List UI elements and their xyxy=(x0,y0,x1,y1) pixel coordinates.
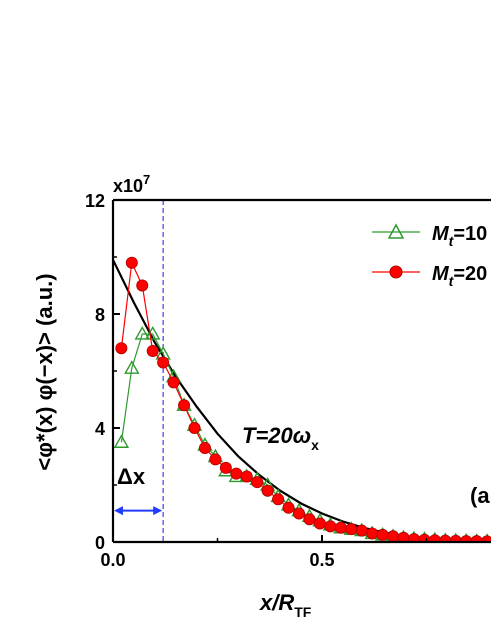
legend-label-mt10: Mt=10 xyxy=(432,223,487,249)
data-point-circle xyxy=(428,534,441,542)
temperature-annotation-main: T=20ω xyxy=(242,423,311,448)
data-point-circle xyxy=(303,513,316,526)
y-tick-label: 0 xyxy=(95,533,105,553)
y-axis-label: <φ*(x) φ(−x)> (a.u.) xyxy=(32,273,57,470)
data-point-circle xyxy=(439,534,452,542)
legend-circle-marker xyxy=(389,265,403,279)
delta-x-label: Δx xyxy=(117,464,146,489)
data-point-circle xyxy=(355,524,368,537)
data-point-circle xyxy=(313,517,326,530)
legend: Mt=10 Mt=20 xyxy=(372,223,487,289)
data-point-triangle xyxy=(113,434,130,448)
delta-x-arrow xyxy=(114,506,163,516)
x-tick-label: 0.0 xyxy=(100,550,125,570)
data-point-circle xyxy=(261,484,274,497)
data-point-circle xyxy=(167,376,180,389)
plot-area xyxy=(113,256,491,542)
delta-x-arrow-head-left xyxy=(114,506,123,516)
data-point-circle xyxy=(157,356,170,369)
data-point-circle xyxy=(345,523,358,536)
data-point-circle xyxy=(272,493,285,506)
x-tick-label: 0.5 xyxy=(309,550,334,570)
legend-label-mt20: Mt=20 xyxy=(432,263,487,289)
data-point-circle xyxy=(418,533,431,542)
legend-entry-mt10: Mt=10 xyxy=(372,223,487,249)
temperature-annotation-sub: x xyxy=(311,437,319,453)
data-point-circle xyxy=(376,528,389,541)
y-multiplier-base: x10 xyxy=(113,176,143,196)
temperature-annotation: T=20ωx xyxy=(242,423,319,453)
delta-x-arrow-head-right xyxy=(153,506,163,516)
data-point-circle xyxy=(240,470,253,483)
data-point-circle xyxy=(387,530,400,542)
data-point-circle xyxy=(209,453,222,466)
y-tick-label: 12 xyxy=(85,191,105,211)
data-point-triangle xyxy=(134,326,150,340)
data-point-circle xyxy=(282,501,295,514)
data-point-circle xyxy=(178,399,191,412)
data-point-circle xyxy=(324,520,337,533)
panel-label: (a xyxy=(470,483,490,508)
x-axis-label: x/RTF xyxy=(259,590,312,620)
data-point-triangle xyxy=(124,360,140,374)
data-point-circle xyxy=(125,256,138,269)
data-point-circle xyxy=(366,527,379,540)
y-tick-label: 8 xyxy=(95,305,105,325)
series-line-mt20 xyxy=(120,260,491,542)
data-point-circle xyxy=(198,441,211,454)
y-multiplier: x107 xyxy=(113,172,150,196)
data-point-circle xyxy=(115,342,128,355)
data-point-circle xyxy=(449,534,462,542)
data-point-circle xyxy=(219,461,232,474)
data-point-circle xyxy=(136,279,149,292)
data-point-circle xyxy=(188,421,201,434)
data-point-circle xyxy=(146,345,159,358)
ticks: 0 4 8 12 0.0 0.5 xyxy=(85,191,428,570)
data-point-circle xyxy=(334,521,347,534)
legend-triangle-marker xyxy=(387,223,405,239)
data-point-circle xyxy=(230,467,243,480)
legend-entry-mt20: Mt=20 xyxy=(372,263,487,289)
data-point-circle xyxy=(251,476,264,489)
data-point-circle xyxy=(293,507,306,520)
y-multiplier-exp: 7 xyxy=(143,172,150,187)
fit-curve xyxy=(113,259,491,542)
y-tick-label: 4 xyxy=(95,419,105,439)
